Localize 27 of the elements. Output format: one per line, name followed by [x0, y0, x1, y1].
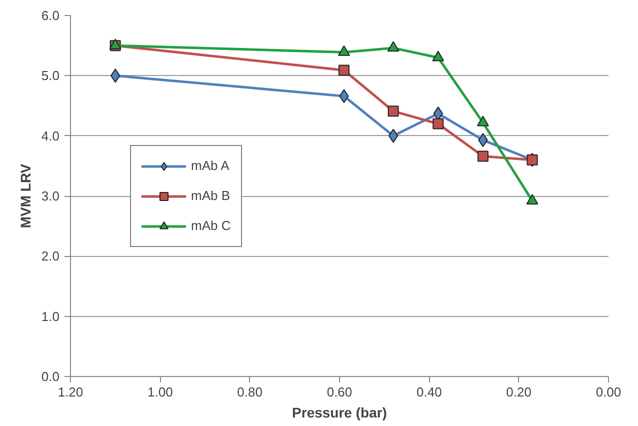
y-tick-label: 2.0 [41, 248, 60, 264]
x-tick-label: 1.00 [148, 384, 173, 400]
point [388, 128, 398, 143]
x-tick-label: 1.20 [58, 384, 84, 400]
y-tick-label: 3.0 [41, 188, 60, 204]
x-tick-label: 0.60 [326, 384, 352, 400]
point [387, 41, 400, 52]
y-axis-title: MVM LRV [17, 163, 34, 228]
x-tick-label: 0.80 [237, 384, 262, 400]
point [388, 106, 399, 117]
y-tick-label: 5.0 [41, 68, 60, 84]
legend-label: mAb B [191, 188, 230, 203]
y-tick-label: 4.0 [41, 128, 60, 144]
point [432, 50, 444, 62]
y-tick-label: 1.0 [41, 308, 60, 324]
y-tick-label: 6.0 [41, 8, 60, 23]
point [338, 45, 350, 56]
legend-label: mAb C [191, 218, 231, 233]
x-tick-label: 0.20 [506, 384, 532, 400]
y-tick-label: 0.0 [41, 369, 60, 384]
x-tick-label: 0.40 [416, 384, 442, 400]
point [477, 150, 488, 162]
point [338, 64, 350, 76]
x-tick-label: 0.00 [596, 384, 622, 400]
x-axis-title: Pressure (bar) [292, 404, 387, 420]
point [432, 118, 444, 130]
legend-label: mAb A [191, 158, 230, 173]
